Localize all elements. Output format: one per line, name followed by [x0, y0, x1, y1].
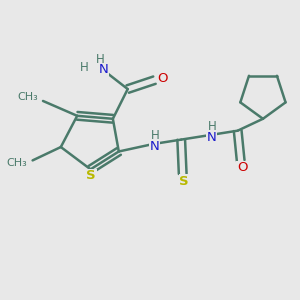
Text: N: N	[206, 131, 216, 144]
Text: H: H	[96, 53, 105, 66]
Text: O: O	[237, 161, 247, 174]
Text: CH₃: CH₃	[17, 92, 38, 102]
Text: H: H	[151, 129, 160, 142]
Text: CH₃: CH₃	[7, 158, 27, 168]
Text: H: H	[207, 120, 216, 133]
Text: N: N	[150, 140, 160, 153]
Text: O: O	[158, 72, 168, 85]
Text: N: N	[99, 63, 109, 76]
Text: S: S	[179, 175, 189, 188]
Text: H: H	[80, 61, 89, 74]
Text: S: S	[86, 169, 96, 182]
